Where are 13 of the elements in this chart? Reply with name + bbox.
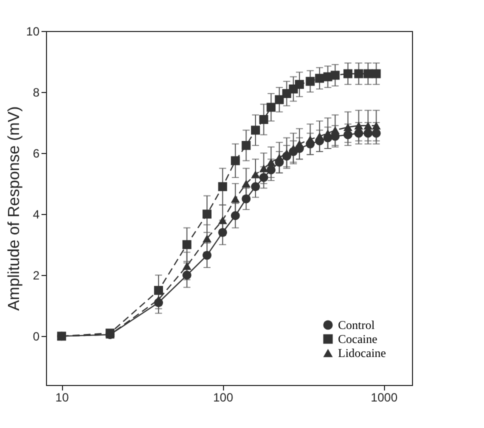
y-tick-label: 10 (26, 24, 40, 38)
y-axis-title: Amplitude of Response (mV) (6, 106, 24, 311)
y-tick-label: 0 (32, 330, 40, 344)
legend-label: Control (338, 318, 376, 332)
x-tick-label: 10 (55, 390, 70, 404)
x-tick-label: 1000 (370, 390, 398, 404)
y-tick-label: 4 (32, 208, 40, 222)
legend-label: Lidocaine (338, 346, 386, 360)
y-tick-label: 6 (32, 146, 40, 161)
legend-label: Cocaine (338, 332, 378, 346)
y-tick-label: 8 (32, 86, 40, 100)
y-tick-label: 2 (32, 268, 40, 283)
x-tick-label: 100 (213, 390, 234, 404)
